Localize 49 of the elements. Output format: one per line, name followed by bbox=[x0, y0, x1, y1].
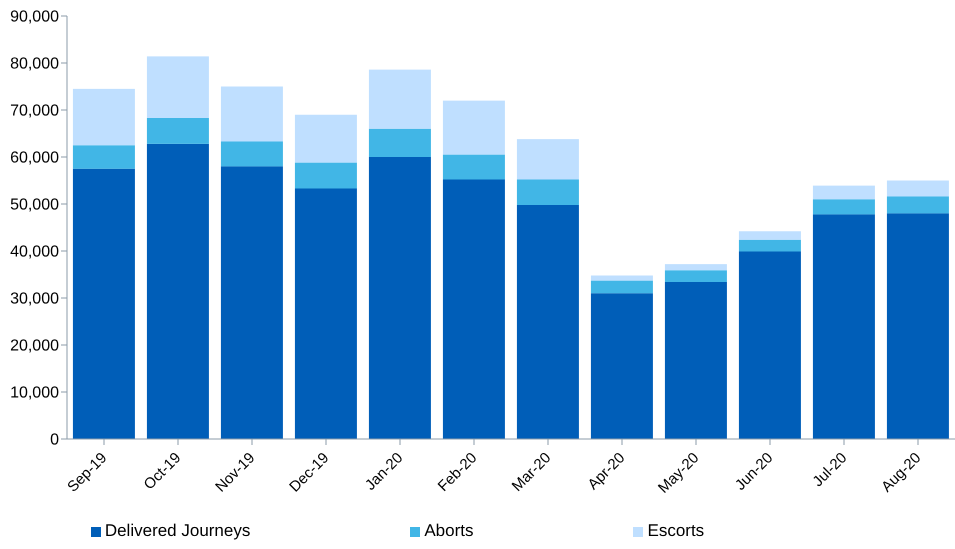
legend-label: Escorts bbox=[647, 521, 704, 540]
bar bbox=[368, 70, 431, 129]
y-tick-label: 10,000 bbox=[10, 384, 60, 402]
y-tick-label: 70,000 bbox=[10, 102, 60, 120]
bar bbox=[738, 251, 801, 439]
bar bbox=[886, 180, 949, 196]
y-tick-label: 0 bbox=[50, 432, 60, 449]
bar bbox=[72, 145, 135, 169]
bar bbox=[294, 162, 357, 188]
bar bbox=[738, 240, 801, 252]
bar bbox=[812, 186, 875, 200]
bar bbox=[442, 100, 505, 155]
bar bbox=[664, 264, 727, 270]
bar bbox=[738, 231, 801, 240]
y-tick-label: 60,000 bbox=[10, 150, 60, 167]
bar bbox=[294, 188, 357, 439]
bar bbox=[442, 154, 505, 180]
bar bbox=[442, 180, 505, 439]
bar bbox=[368, 157, 431, 439]
y-tick-label: 50,000 bbox=[10, 196, 60, 214]
bar bbox=[516, 204, 579, 439]
bar bbox=[220, 141, 283, 166]
bar bbox=[590, 275, 653, 281]
y-tick-label: 80,000 bbox=[10, 56, 60, 73]
bar bbox=[368, 128, 431, 157]
bar bbox=[886, 213, 949, 439]
bar bbox=[72, 168, 135, 439]
legend-label: Aborts bbox=[424, 521, 474, 540]
bar bbox=[590, 280, 653, 294]
bar bbox=[664, 282, 727, 439]
bar bbox=[294, 114, 357, 163]
bar bbox=[220, 86, 283, 142]
bar bbox=[516, 139, 579, 180]
bar bbox=[516, 180, 579, 205]
bar bbox=[72, 88, 135, 146]
y-tick-label: 90,000 bbox=[10, 8, 60, 26]
bar bbox=[664, 270, 727, 282]
bar bbox=[146, 144, 209, 439]
bar bbox=[812, 214, 875, 439]
y-tick-label: 40,000 bbox=[10, 244, 60, 261]
y-tick-label: 20,000 bbox=[10, 338, 60, 355]
bar bbox=[146, 56, 209, 118]
bar bbox=[146, 118, 209, 144]
bar bbox=[812, 199, 875, 214]
bar bbox=[220, 166, 283, 439]
y-tick-label: 30,000 bbox=[10, 290, 60, 308]
bar bbox=[886, 196, 949, 214]
bar bbox=[590, 293, 653, 439]
legend-label: Delivered Journeys bbox=[104, 521, 250, 540]
